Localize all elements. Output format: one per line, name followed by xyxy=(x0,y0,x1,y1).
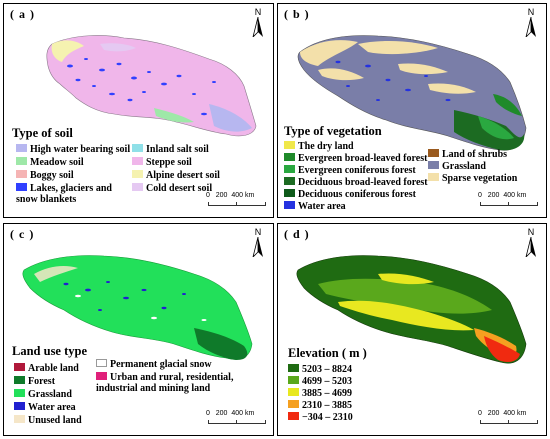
panel-vegetation-map: ( b ) N Type of vegetation The dry land … xyxy=(277,3,547,218)
legend-item: Evergreen coniferous forest xyxy=(284,165,416,176)
legend-item: High water bearing soil xyxy=(16,144,130,155)
legend-item: Unused land xyxy=(14,415,82,426)
scale-bar: 0 200 400 km xyxy=(206,192,270,214)
panel-label: ( b ) xyxy=(284,7,310,21)
legend-item: Cold desert soil xyxy=(132,183,212,194)
scale-bar: 0 200 400 km xyxy=(478,192,542,214)
legend-swatch xyxy=(132,157,143,165)
legend-swatch xyxy=(288,388,299,396)
north-arrow-icon: N xyxy=(251,227,265,257)
legend-item: Grassland xyxy=(14,389,72,400)
land-use-map xyxy=(22,255,253,360)
legend-swatch xyxy=(284,177,295,185)
legend-swatch xyxy=(16,144,27,152)
elevation-map xyxy=(296,255,527,364)
legend-item: Water area xyxy=(284,201,346,212)
legend-item: Sparse vegetation xyxy=(428,173,517,184)
legend-item: Land of shrubs xyxy=(428,149,507,160)
legend-swatch xyxy=(428,161,439,169)
legend-item: Arable land xyxy=(14,363,79,374)
panel-label: ( c ) xyxy=(10,227,35,241)
legend-item: Forest xyxy=(14,376,55,387)
legend-swatch xyxy=(288,376,299,384)
legend-item: −304 – 2310 xyxy=(288,412,353,423)
legend-swatch xyxy=(16,170,27,178)
legend-title: Elevation ( m ) xyxy=(288,346,367,360)
legend-item: Meadow soil xyxy=(16,157,84,168)
legend-swatch xyxy=(288,400,299,408)
panel-land-use-map: ( c ) N Land use type Arable land Perman… xyxy=(3,223,274,436)
legend-swatch xyxy=(16,183,27,191)
scale-bar: 0 200 400 km xyxy=(478,410,542,432)
legend-swatch xyxy=(132,170,143,178)
scale-bar: 0 200 400 km xyxy=(206,410,270,432)
legend-swatch xyxy=(284,153,295,161)
north-arrow-icon: N xyxy=(524,7,538,37)
legend-item: Inland salt soil xyxy=(132,144,209,155)
panel-label: ( d ) xyxy=(284,227,310,241)
legend-item: Boggy soil xyxy=(16,170,74,181)
north-arrow-icon: N xyxy=(251,7,265,37)
legend-item: Grassland xyxy=(428,161,486,172)
legend-title: Type of soil xyxy=(12,126,73,140)
legend-swatch xyxy=(14,376,25,384)
legend-item: 5203 – 8824 xyxy=(288,364,352,375)
panel-soil-map: ( a ) N Type of soil High water bearing … xyxy=(3,3,274,218)
legend-swatch xyxy=(288,412,299,420)
legend-swatch xyxy=(96,372,107,380)
legend-swatch xyxy=(14,415,25,423)
legend-item: 4699 – 5203 xyxy=(288,376,352,387)
legend-title: Land use type xyxy=(12,344,88,358)
legend-item: Lakes, glaciers and snow blankets xyxy=(16,183,112,205)
legend-swatch xyxy=(132,144,143,152)
legend-swatch xyxy=(14,363,25,371)
panel-label: ( a ) xyxy=(10,7,35,21)
legend-swatch xyxy=(16,157,27,165)
legend-item: Urban and rural, residential, industrial… xyxy=(96,372,234,394)
panel-elevation-map: ( d ) N Elevation ( m ) 5203 – 8824 4699… xyxy=(277,223,547,436)
legend-item: 3885 – 4699 xyxy=(288,388,352,399)
legend-swatch xyxy=(14,402,25,410)
legend-item: The dry land xyxy=(284,141,354,152)
legend-swatch xyxy=(284,165,295,173)
legend-item: Water area xyxy=(14,402,76,413)
soil-map xyxy=(46,35,257,137)
legend-item: Alpine desert soil xyxy=(132,170,220,181)
legend-item: Evergreen broad-leaved forest xyxy=(284,153,427,164)
legend-item: Deciduous coniferous forest xyxy=(284,189,416,200)
north-arrow-icon: N xyxy=(524,227,538,257)
legend-swatch xyxy=(14,389,25,397)
legend-swatch xyxy=(284,189,295,197)
vegetation-map xyxy=(297,35,527,151)
legend-swatch xyxy=(96,359,107,367)
legend-item: Deciduous broad-leaved forest xyxy=(284,177,428,188)
legend-title: Type of vegetation xyxy=(284,124,382,138)
legend-item: Steppe soil xyxy=(132,157,192,168)
legend-swatch xyxy=(288,364,299,372)
legend-item: 2310 – 3885 xyxy=(288,400,352,411)
legend-swatch xyxy=(428,149,439,157)
legend-swatch xyxy=(132,183,143,191)
legend-item: Permanent glacial snow xyxy=(96,359,212,370)
legend-swatch xyxy=(284,201,295,209)
legend-swatch xyxy=(428,173,439,181)
legend-swatch xyxy=(284,141,295,149)
